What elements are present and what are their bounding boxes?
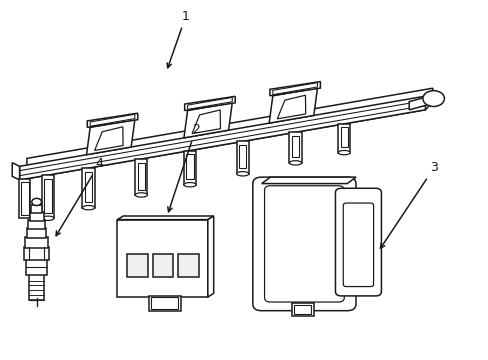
Polygon shape	[289, 132, 301, 163]
Text: 4: 4	[56, 157, 103, 236]
Polygon shape	[149, 296, 181, 311]
Polygon shape	[277, 95, 305, 119]
Polygon shape	[135, 159, 147, 195]
Polygon shape	[269, 82, 320, 96]
Polygon shape	[236, 141, 248, 174]
Polygon shape	[42, 175, 54, 218]
Polygon shape	[152, 254, 173, 277]
Polygon shape	[184, 96, 235, 111]
Circle shape	[32, 198, 41, 206]
Polygon shape	[117, 216, 213, 220]
Polygon shape	[19, 179, 30, 218]
Polygon shape	[27, 88, 432, 172]
Polygon shape	[408, 96, 428, 110]
Polygon shape	[183, 103, 232, 138]
Polygon shape	[27, 228, 46, 238]
Polygon shape	[87, 113, 138, 127]
Polygon shape	[95, 127, 123, 150]
Polygon shape	[29, 274, 44, 300]
Polygon shape	[261, 177, 355, 184]
Polygon shape	[25, 237, 48, 248]
Ellipse shape	[135, 193, 147, 197]
FancyBboxPatch shape	[264, 186, 344, 302]
FancyBboxPatch shape	[335, 188, 381, 296]
Ellipse shape	[289, 161, 301, 165]
Polygon shape	[183, 150, 196, 185]
Polygon shape	[178, 254, 198, 277]
Polygon shape	[20, 102, 432, 180]
Text: 3: 3	[380, 161, 437, 248]
Ellipse shape	[82, 206, 95, 210]
FancyBboxPatch shape	[252, 177, 355, 311]
Polygon shape	[26, 259, 47, 275]
Polygon shape	[192, 110, 220, 134]
Polygon shape	[12, 163, 20, 180]
Ellipse shape	[42, 216, 54, 220]
Polygon shape	[82, 168, 95, 208]
Polygon shape	[207, 216, 213, 297]
Polygon shape	[28, 220, 45, 229]
Polygon shape	[268, 88, 317, 123]
FancyBboxPatch shape	[343, 203, 373, 287]
Polygon shape	[127, 254, 147, 277]
Polygon shape	[86, 120, 135, 155]
Polygon shape	[31, 205, 42, 213]
Text: 2: 2	[167, 123, 199, 212]
Circle shape	[422, 91, 444, 107]
Ellipse shape	[338, 150, 350, 155]
Polygon shape	[24, 247, 49, 260]
Polygon shape	[291, 303, 313, 316]
Ellipse shape	[236, 172, 248, 176]
Text: 1: 1	[167, 10, 189, 68]
Polygon shape	[30, 212, 43, 221]
Ellipse shape	[183, 183, 196, 187]
Polygon shape	[338, 124, 349, 153]
Polygon shape	[117, 220, 207, 297]
Polygon shape	[20, 96, 425, 180]
